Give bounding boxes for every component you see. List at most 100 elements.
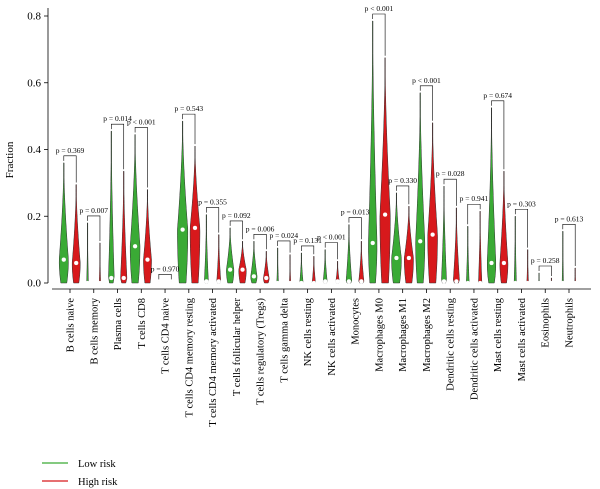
violin-low-risk: [415, 92, 426, 284]
x-tick-label: T cells regulatory (Tregs): [256, 298, 267, 406]
median-dot: [61, 257, 66, 262]
x-tick-label: Eosinophils: [541, 298, 552, 348]
p-value-bracket: p < 0.001: [317, 233, 346, 260]
violin-low-risk: [465, 226, 470, 286]
violin-low-body: [177, 120, 189, 284]
x-tick-label: Dendritic cells activated: [469, 297, 480, 400]
violin-low-body: [513, 216, 517, 284]
x-tick-label: Macrophages M2: [422, 298, 433, 372]
p-value-bracket: p = 0.258: [531, 256, 560, 276]
violin-high-risk: [427, 122, 438, 284]
x-tick-label: NK cells activated: [327, 297, 338, 375]
x-tick-label: Dendritic cells resting: [446, 297, 457, 390]
median-dot: [573, 280, 578, 286]
violin-low-body: [299, 252, 304, 284]
x-tick-label: NK cells resting: [303, 297, 314, 366]
median-dot: [156, 280, 161, 286]
median-dot: [299, 280, 304, 286]
violin-low-body: [108, 130, 115, 284]
violin-high-body: [99, 242, 101, 284]
violin-low-body: [204, 214, 209, 284]
p-value-label: p < 0.001: [412, 76, 441, 85]
median-dot: [74, 260, 79, 266]
bracket-line: [253, 233, 267, 250]
x-tick-label: Macrophages M0: [374, 298, 385, 372]
median-dot: [145, 257, 150, 262]
median-dot: [264, 275, 269, 281]
bracket-line: [562, 223, 576, 266]
median-dot: [192, 225, 198, 231]
legend-high-risk-label: High risk: [78, 477, 118, 488]
p-value-label: p = 0.014: [103, 114, 132, 123]
x-tick-label: Monocytes: [351, 298, 362, 345]
p-value-bracket: p = 0.941: [460, 194, 489, 225]
x-tick-label: B cells naive: [66, 298, 77, 353]
bracket-line: [134, 127, 148, 188]
violin-high-risk: [549, 277, 554, 286]
y-tick-label: 0.2: [27, 211, 41, 223]
violin-high-risk: [143, 189, 152, 284]
median-dot: [478, 280, 483, 286]
violin-high-risk: [311, 256, 316, 286]
p-value-bracket: p < 0.001: [365, 4, 393, 56]
legend: Low risk High risk: [42, 459, 118, 488]
violin-low-risk: [250, 241, 258, 284]
violin-low-risk: [275, 247, 280, 286]
p-value-bracket: p < 0.001: [127, 117, 156, 188]
median-dot: [335, 279, 340, 284]
violin-low-body: [538, 272, 540, 284]
x-tick-label: Neutrophils: [565, 298, 576, 348]
x-axis: B cells naive B cells memory Plasma cells T…: [52, 288, 591, 427]
p-value-label: p < 0.001: [317, 233, 346, 242]
x-tick-label: T cells CD4 memory activated: [208, 297, 219, 426]
x-tick-label: T cells gamma delta: [279, 298, 290, 383]
violin-high-body: [574, 267, 577, 284]
violin-high-body: [358, 241, 365, 284]
violin-low-risk: [345, 224, 353, 284]
median-dot: [560, 280, 565, 286]
median-dot: [513, 280, 518, 286]
violin-low-risk: [58, 162, 69, 284]
bracket-line: [467, 203, 481, 225]
violin-high-body: [427, 122, 438, 284]
violin-low-body: [466, 226, 470, 284]
p-value-bracket: p = 0.355: [198, 198, 227, 233]
violin-high-body: [263, 251, 270, 284]
median-dot: [121, 275, 126, 281]
p-value-label: p = 0.092: [222, 211, 251, 220]
median-dot: [441, 279, 447, 284]
y-axis-label: Fraction: [4, 141, 16, 178]
x-tick-label: Mast cells activated: [517, 297, 528, 381]
violin-low-body: [322, 249, 328, 284]
violin-high-risk: [478, 210, 483, 286]
p-value-bracket: p = 0.330: [388, 176, 417, 205]
median-dot: [323, 279, 328, 284]
violin-high-body: [216, 234, 222, 284]
legend-low-risk-label: Low risk: [78, 459, 116, 470]
x-tick-label: Macrophages M1: [398, 298, 409, 372]
median-dot: [489, 260, 494, 266]
x-tick-label: T cells CD4 naive: [161, 298, 172, 374]
violin-high-risk: [525, 249, 530, 286]
violin-high-body: [499, 170, 509, 284]
violin-high-risk: [120, 170, 128, 284]
violin-high-risk: [287, 254, 293, 286]
violin-low-risk: [177, 120, 189, 284]
violin-low-body: [391, 192, 402, 284]
median-dot: [536, 280, 542, 286]
violin-high-body: [311, 256, 316, 284]
bracket-line: [301, 245, 315, 255]
median-dot: [454, 279, 459, 284]
violin-low-body: [276, 247, 279, 284]
bracket-line: [514, 208, 528, 248]
bracket-line: [229, 220, 243, 240]
p-value-label: p = 0.970: [151, 264, 180, 273]
bracket-line: [182, 113, 196, 145]
p-value-bracket: p = 0.303: [507, 199, 536, 248]
p-value-label: p = 0.007: [79, 206, 108, 215]
violin-high-risk: [169, 280, 174, 286]
p-value-bracket: p = 0.543: [175, 104, 203, 145]
violin-low-body: [415, 92, 426, 284]
x-tick-label: Plasma cells: [113, 298, 124, 350]
